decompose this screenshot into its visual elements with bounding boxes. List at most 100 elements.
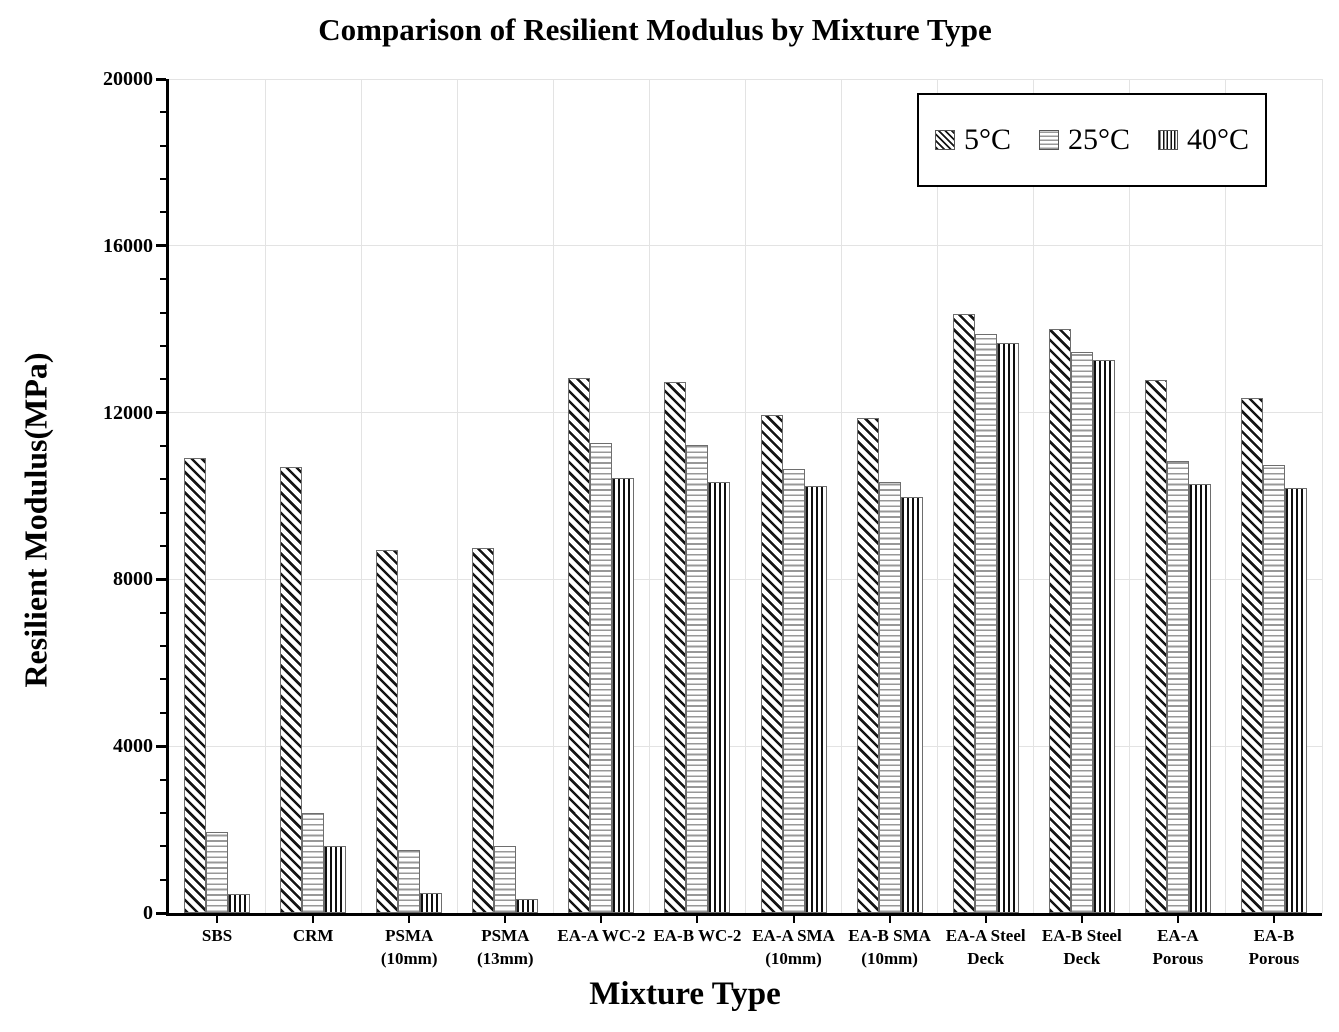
y-major-tick <box>156 411 166 415</box>
bar <box>1166 461 1189 913</box>
chart-title: Comparison of Resilient Modulus by Mixtu… <box>318 12 992 47</box>
legend-label: 40°C <box>1187 123 1250 156</box>
bar <box>1262 465 1285 913</box>
x-gridline <box>1225 79 1227 913</box>
x-gridline <box>937 79 939 913</box>
x-tick <box>216 916 219 923</box>
bar <box>1048 329 1071 913</box>
legend-item: 25°C <box>1038 123 1130 156</box>
y-minor-tick <box>160 278 166 281</box>
bar <box>398 850 421 913</box>
y-minor-tick <box>160 378 166 381</box>
bar <box>952 314 975 913</box>
bar <box>804 486 827 913</box>
bar <box>1144 380 1167 913</box>
x-tick-label: EA-B SMA (10mm) <box>848 926 931 968</box>
bar <box>686 444 709 913</box>
y-tick-label: 12000 <box>103 401 153 424</box>
y-major-tick <box>156 744 166 748</box>
y-tick-label: 20000 <box>103 68 153 90</box>
bar <box>590 442 613 913</box>
x-gridline <box>841 79 843 913</box>
x-gridline <box>456 79 458 913</box>
bar <box>420 892 443 913</box>
x-tick <box>600 916 603 923</box>
x-tick <box>1176 916 1179 923</box>
x-tick <box>1272 916 1275 923</box>
y-minor-tick <box>160 845 166 848</box>
y-minor-tick <box>160 511 166 514</box>
legend-item: 40°C <box>1158 125 1249 155</box>
legend: 5°C 25°C 40°C <box>917 93 1267 187</box>
x-tick-label: PSMA (13mm) <box>476 926 534 968</box>
y-minor-tick <box>160 444 166 447</box>
bar <box>612 477 635 913</box>
y-tick-label: 8000 <box>113 568 153 591</box>
bar <box>516 899 539 913</box>
bar <box>996 343 1019 913</box>
bar <box>974 334 997 913</box>
legend-label: 25°C <box>1067 123 1130 156</box>
x-tick-label: EA-A Steel Deck <box>945 926 1026 968</box>
x-tick-label: EA-A WC-2 <box>557 926 646 945</box>
bar <box>708 481 731 913</box>
bar <box>1188 483 1211 913</box>
x-tick <box>888 916 891 923</box>
plot-area: 0 4000 8000 12000 16000 20000 SBS CRM PSMA (10mm… <box>103 68 1323 968</box>
x-tick <box>1080 916 1083 923</box>
vertical-hatch-swatch-icon <box>1158 130 1178 150</box>
y-minor-tick <box>160 545 166 548</box>
x-tick <box>504 916 507 923</box>
y-tick-label: 0 <box>143 902 153 924</box>
y-major-tick <box>156 77 166 81</box>
y-major-tick <box>156 244 166 248</box>
x-gridline <box>1033 79 1035 913</box>
y-minor-tick <box>160 611 166 614</box>
bar <box>184 458 207 913</box>
x-tick <box>312 916 315 923</box>
x-tick-label: SBS <box>201 926 233 945</box>
bar <box>324 846 347 913</box>
y-minor-tick <box>160 778 166 781</box>
y-major-tick <box>156 577 166 581</box>
legend-item: 5°C <box>934 125 1011 155</box>
y-minor-tick <box>160 144 166 147</box>
bar <box>856 417 879 913</box>
bar <box>302 812 325 913</box>
x-gridline <box>552 79 554 913</box>
bar <box>472 548 495 913</box>
x-tick-label: EA-B WC-2 <box>653 926 742 945</box>
x-gridline <box>648 79 650 913</box>
y-minor-tick <box>160 645 166 648</box>
bar <box>900 496 923 913</box>
x-tick-label: EA-A SMA (10mm) <box>752 926 835 968</box>
horizontal-hatch-swatch-icon <box>1038 130 1059 150</box>
bar <box>568 378 591 913</box>
bar <box>1092 360 1115 913</box>
bar <box>228 894 251 913</box>
x-tick <box>792 916 795 923</box>
x-gridline <box>360 79 362 913</box>
x-tick-label: EA-B Porous <box>1248 926 1300 968</box>
bar <box>376 550 399 913</box>
x-tick-label: CRM <box>292 926 334 945</box>
x-gridline <box>1321 79 1323 913</box>
x-axis-title: Mixture Type <box>589 976 781 1012</box>
y-minor-tick <box>160 811 166 814</box>
y-tick-label: 4000 <box>113 735 153 758</box>
y-minor-tick <box>160 878 166 881</box>
y-minor-tick <box>160 678 166 681</box>
y-axis-title: Resilient Modulus(MPa) <box>17 352 54 688</box>
x-gridline <box>264 79 266 913</box>
bar <box>1284 487 1307 913</box>
bar <box>494 846 517 913</box>
y-major-tick <box>156 911 166 915</box>
y-minor-tick <box>160 111 166 114</box>
x-tick-label: PSMA (10mm) <box>380 926 438 968</box>
bar <box>280 466 303 913</box>
bar <box>760 414 783 913</box>
y-minor-tick <box>160 211 166 214</box>
y-minor-tick <box>160 178 166 181</box>
x-gridline <box>745 79 746 913</box>
bar <box>782 468 805 913</box>
